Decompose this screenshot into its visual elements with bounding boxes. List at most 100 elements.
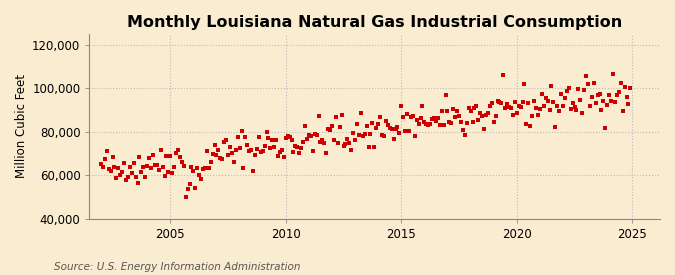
Point (96, 161, 107, 166)
Point (435, 123, 446, 128)
Point (313, 114, 324, 118)
Point (317, 138, 328, 142)
Point (610, 100, 620, 104)
Point (539, 104, 549, 108)
Point (361, 124, 372, 128)
Point (454, 113, 464, 118)
Point (371, 126, 381, 130)
Point (307, 149, 318, 153)
Point (352, 121, 362, 126)
Point (481, 113, 491, 118)
Point (388, 136, 399, 141)
Point (377, 133, 387, 137)
Point (221, 138, 232, 142)
Point (119, 160, 130, 165)
Point (487, 101, 497, 105)
Point (396, 104, 406, 109)
Point (253, 134, 264, 139)
Point (300, 124, 310, 128)
Point (431, 119, 441, 123)
Point (223, 153, 234, 157)
Point (578, 88, 589, 92)
Point (309, 132, 320, 137)
Point (562, 89, 572, 93)
Point (331, 115, 342, 120)
Point (203, 166, 214, 170)
Point (336, 112, 347, 117)
Point (340, 142, 351, 146)
Point (244, 149, 254, 153)
Point (379, 134, 389, 138)
Point (569, 105, 580, 109)
Point (311, 133, 322, 138)
Point (365, 132, 376, 136)
Point (354, 133, 364, 138)
Point (381, 119, 392, 123)
Point (512, 111, 522, 115)
Point (517, 100, 528, 104)
Point (121, 178, 132, 182)
Point (144, 156, 155, 160)
Point (594, 92, 605, 96)
Point (356, 111, 367, 115)
Point (421, 122, 432, 127)
Point (238, 166, 249, 170)
Point (169, 164, 180, 169)
Point (279, 155, 290, 159)
Point (329, 138, 340, 142)
Point (304, 133, 315, 137)
Point (230, 148, 241, 152)
Point (132, 181, 143, 185)
Point (600, 126, 611, 130)
Point (554, 109, 564, 113)
Point (367, 121, 378, 125)
Point (458, 128, 468, 132)
Point (515, 105, 526, 109)
Point (186, 165, 197, 170)
Point (342, 136, 353, 141)
Point (390, 127, 401, 132)
Point (583, 82, 593, 86)
Point (359, 132, 370, 136)
Point (130, 174, 141, 179)
Point (305, 133, 316, 138)
Point (508, 113, 518, 117)
Point (228, 160, 239, 164)
Point (560, 96, 570, 100)
Point (161, 154, 172, 159)
Point (567, 101, 578, 105)
Point (250, 153, 261, 158)
Point (411, 118, 422, 122)
Point (332, 141, 343, 146)
Point (138, 164, 148, 169)
Point (398, 114, 408, 119)
Point (146, 166, 157, 171)
Point (438, 123, 449, 127)
Point (425, 122, 435, 127)
Point (107, 155, 118, 160)
Point (419, 120, 430, 124)
Point (614, 90, 624, 94)
Point (602, 102, 613, 107)
Point (550, 125, 561, 129)
Y-axis label: Million Cubic Feet: Million Cubic Feet (15, 74, 28, 178)
Point (452, 109, 462, 113)
Point (573, 87, 584, 91)
Point (157, 165, 168, 169)
Point (523, 101, 534, 105)
Point (213, 148, 224, 153)
Point (315, 140, 326, 145)
Point (151, 163, 162, 167)
Point (596, 108, 607, 112)
Point (217, 157, 227, 161)
Point (261, 130, 272, 134)
Point (275, 150, 286, 154)
Point (423, 122, 433, 127)
Point (134, 155, 145, 160)
Point (519, 81, 530, 86)
Point (471, 104, 482, 109)
Point (175, 155, 186, 160)
Point (282, 134, 293, 138)
Point (176, 160, 187, 165)
Point (290, 143, 301, 148)
